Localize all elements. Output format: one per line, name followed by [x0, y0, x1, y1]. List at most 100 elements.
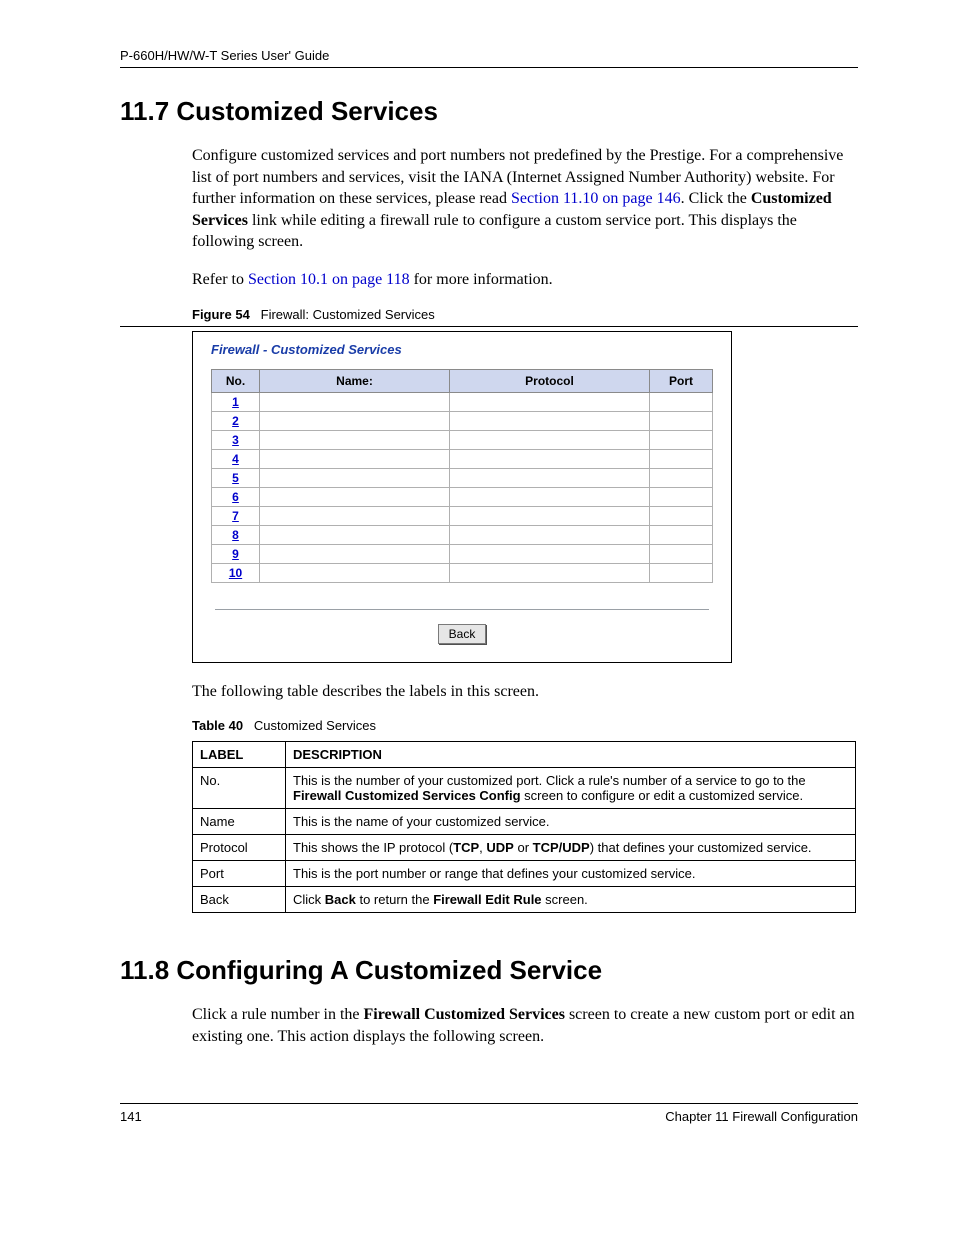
para118-pre: Click a rule number in the [192, 1006, 364, 1023]
cell-name [260, 430, 450, 449]
row-no-label: No. [193, 768, 286, 809]
guide-header: P-660H/HW/W-T Series User' Guide [120, 48, 858, 68]
row-no-cell: 5 [212, 468, 260, 487]
cell-port [650, 392, 713, 411]
row-no-cell: 2 [212, 411, 260, 430]
page-number: 141 [120, 1109, 142, 1124]
table40-row-no: No. This is the number of your customize… [193, 768, 856, 809]
row-protocol-mid2: or [514, 840, 533, 855]
cell-port [650, 449, 713, 468]
col-header-no: No. [212, 369, 260, 392]
row-back-mid: to return the [356, 892, 433, 907]
row-no-desc: This is the number of your customized po… [286, 768, 856, 809]
table-row: 4 [212, 449, 713, 468]
table-row: 9 [212, 544, 713, 563]
chapter-label: Chapter 11 Firewall Configuration [665, 1109, 858, 1124]
row-link-2[interactable]: 2 [232, 414, 239, 428]
cell-port [650, 487, 713, 506]
para1-post1: . Click the [681, 190, 751, 207]
cell-protocol [450, 544, 650, 563]
col-header-name: Name: [260, 369, 450, 392]
table-row: 2 [212, 411, 713, 430]
cell-protocol [450, 487, 650, 506]
para2-pre: Refer to [192, 271, 248, 288]
para1-post2: link while editing a firewall rule to co… [192, 212, 797, 251]
row-protocol-b1: TCP [453, 840, 479, 855]
row-link-8[interactable]: 8 [232, 528, 239, 542]
col-header-protocol: Protocol [450, 369, 650, 392]
para2-post: for more information. [410, 271, 553, 288]
row-no-post: screen to configure or edit a customized… [521, 788, 804, 803]
page-footer: 141 Chapter 11 Firewall Configuration [120, 1103, 858, 1124]
row-link-1[interactable]: 1 [232, 395, 239, 409]
services-table: No. Name: Protocol Port 1 2 3 4 5 6 7 8 … [211, 369, 713, 583]
cell-protocol [450, 449, 650, 468]
table-40-caption: Table 40 Customized Services [120, 718, 858, 737]
row-link-7[interactable]: 7 [232, 509, 239, 523]
row-no-cell: 3 [212, 430, 260, 449]
para118-bold: Firewall Customized Services [364, 1006, 565, 1023]
table-row: 3 [212, 430, 713, 449]
row-link-10[interactable]: 10 [229, 566, 242, 580]
row-no-cell: 6 [212, 487, 260, 506]
figure-title: Firewall: Customized Services [261, 307, 435, 322]
row-link-9[interactable]: 9 [232, 547, 239, 561]
row-protocol-b3: TCP/UDP [533, 840, 590, 855]
table40-row-name: Name This is the name of your customized… [193, 809, 856, 835]
cell-name [260, 506, 450, 525]
cell-name [260, 544, 450, 563]
cell-name [260, 468, 450, 487]
figure-label: Figure 54 [192, 307, 250, 322]
table40-col-desc: DESCRIPTION [286, 742, 856, 768]
table40-header-row: LABEL DESCRIPTION [193, 742, 856, 768]
cell-protocol [450, 430, 650, 449]
section-11-7-para1: Configure customized services and port n… [120, 145, 858, 253]
table-40: LABEL DESCRIPTION No. This is the number… [192, 741, 856, 913]
cell-protocol [450, 506, 650, 525]
row-protocol-b2: UDP [486, 840, 513, 855]
table-row: 7 [212, 506, 713, 525]
cell-protocol [450, 468, 650, 487]
row-link-3[interactable]: 3 [232, 433, 239, 447]
row-protocol-label: Protocol [193, 835, 286, 861]
back-button[interactable]: Back [438, 624, 487, 644]
row-protocol-desc: This shows the IP protocol (TCP, UDP or … [286, 835, 856, 861]
table40-label: Table 40 [192, 718, 243, 733]
row-no-pre: This is the number of your customized po… [293, 773, 806, 788]
table-row: 5 [212, 468, 713, 487]
link-section-11-10[interactable]: Section 11.10 on page 146 [511, 190, 681, 207]
cell-port [650, 544, 713, 563]
cell-name [260, 392, 450, 411]
row-no-cell: 8 [212, 525, 260, 544]
row-back-post: screen. [542, 892, 588, 907]
cell-name [260, 563, 450, 582]
figure-54-caption: Figure 54 Firewall: Customized Services [120, 307, 858, 327]
cell-protocol [450, 525, 650, 544]
row-no-cell: 1 [212, 392, 260, 411]
table40-title: Customized Services [254, 718, 376, 733]
row-no-cell: 9 [212, 544, 260, 563]
section-11-8-para: Click a rule number in the Firewall Cust… [120, 1004, 858, 1047]
cell-port [650, 430, 713, 449]
row-back-label: Back [193, 887, 286, 913]
row-back-desc: Click Back to return the Firewall Edit R… [286, 887, 856, 913]
table-row: 8 [212, 525, 713, 544]
row-link-4[interactable]: 4 [232, 452, 239, 466]
row-no-cell: 4 [212, 449, 260, 468]
cell-name [260, 525, 450, 544]
table-row: 6 [212, 487, 713, 506]
section-11-7-title: 11.7 Customized Services [120, 96, 858, 127]
row-back-b2: Firewall Edit Rule [433, 892, 541, 907]
row-link-5[interactable]: 5 [232, 471, 239, 485]
link-section-10-1[interactable]: Section 10.1 on page 118 [248, 271, 410, 288]
section-11-7-para2: Refer to Section 10.1 on page 118 for mo… [120, 269, 858, 291]
table40-col-label: LABEL [193, 742, 286, 768]
cell-port [650, 525, 713, 544]
services-header-row: No. Name: Protocol Port [212, 369, 713, 392]
row-link-6[interactable]: 6 [232, 490, 239, 504]
screenshot-separator [215, 609, 709, 610]
cell-port [650, 411, 713, 430]
cell-name [260, 449, 450, 468]
cell-protocol [450, 563, 650, 582]
cell-protocol [450, 392, 650, 411]
